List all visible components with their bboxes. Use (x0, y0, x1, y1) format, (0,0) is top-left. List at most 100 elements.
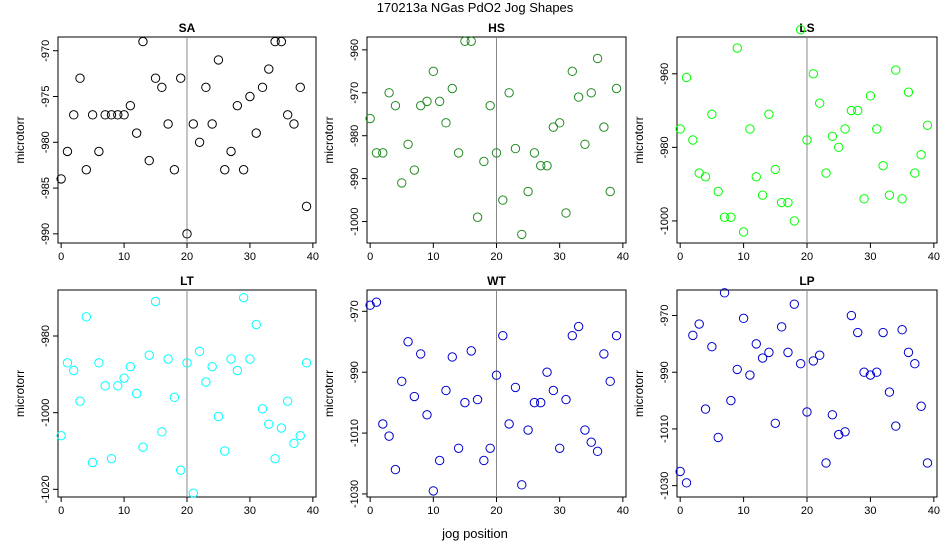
data-point (510, 143, 521, 154)
data-point (498, 330, 508, 341)
data-point (580, 139, 590, 149)
data-point (472, 212, 483, 222)
x-tick-label: 40 (617, 251, 629, 263)
data-point (295, 430, 305, 441)
data-point (504, 88, 514, 98)
data-point (865, 370, 876, 380)
data-point (605, 186, 615, 197)
data-point (245, 354, 255, 364)
data-point (764, 347, 774, 358)
data-point (795, 24, 806, 35)
data-point (201, 82, 211, 93)
data-point (295, 82, 305, 93)
y-tick-label: -970 (659, 305, 671, 327)
data-point (75, 396, 85, 406)
data-point (814, 350, 825, 360)
data-point (510, 382, 521, 393)
data-point (586, 437, 596, 447)
panel-title: HS (488, 21, 505, 35)
data-point (207, 119, 217, 129)
y-tick-label: -960 (659, 63, 671, 85)
data-point (611, 83, 622, 94)
data-point (113, 381, 123, 391)
y-tick-label: -1000 (40, 399, 52, 427)
data-point (232, 100, 243, 111)
data-point (834, 142, 844, 153)
data-point (859, 194, 869, 204)
data-point (878, 327, 888, 338)
data-point (751, 172, 761, 182)
data-point (182, 358, 192, 368)
figure-x-axis-label: jog position (442, 526, 508, 541)
data-point (441, 385, 451, 396)
data-point (289, 438, 299, 449)
data-point (264, 64, 274, 74)
data-point (282, 396, 293, 406)
data-point (897, 194, 907, 204)
x-tick-label: 0 (58, 505, 64, 517)
data-point (897, 324, 907, 335)
data-point (707, 342, 717, 352)
data-point (479, 156, 489, 167)
data-point (409, 165, 420, 175)
data-point (681, 478, 692, 488)
y-tick-label: -1000 (349, 207, 361, 235)
y-axis-label: microtorr (632, 116, 646, 163)
data-point (872, 124, 882, 134)
panel-title: SA (179, 21, 196, 35)
data-point (282, 110, 293, 120)
data-point (859, 367, 869, 377)
x-tick-label: 40 (928, 251, 940, 263)
y-axis-label: microtorr (13, 116, 27, 163)
x-tick-label: 10 (118, 505, 130, 517)
x-tick-label: 10 (737, 251, 749, 263)
data-point (903, 87, 914, 97)
data-point (567, 66, 578, 77)
data-point (573, 321, 584, 332)
data-point (144, 155, 154, 166)
x-tick-label: 30 (864, 505, 876, 517)
data-point (827, 410, 838, 420)
data-point (504, 419, 514, 429)
data-point (795, 359, 806, 369)
data-point (169, 392, 180, 403)
data-point (220, 446, 230, 456)
data-point (764, 109, 774, 119)
data-point (719, 212, 730, 222)
data-point (485, 443, 495, 453)
data-point (567, 330, 578, 341)
data-point (573, 92, 584, 102)
x-tick-label: 40 (307, 505, 319, 517)
data-point (194, 137, 205, 147)
data-point (238, 165, 249, 175)
data-point (144, 350, 154, 360)
data-point (434, 455, 445, 466)
data-point (460, 36, 470, 46)
y-axis-label: microtorr (322, 116, 336, 163)
data-point (498, 195, 508, 205)
y-tick-label: -970 (349, 82, 361, 104)
data-point (485, 100, 495, 111)
data-point (226, 354, 236, 364)
panel-lp: LP 0 10 20 30 40 -1030 -1010 -990 -970 microtorr (632, 274, 940, 517)
y-tick-label: -990 (349, 361, 361, 383)
data-point (517, 229, 527, 240)
data-point (523, 186, 533, 197)
data-point (554, 443, 565, 453)
data-point (453, 148, 464, 158)
data-point (270, 36, 280, 47)
data-point (390, 464, 401, 475)
data-point (176, 465, 186, 475)
panel-title: LS (799, 21, 814, 35)
data-point (827, 131, 838, 142)
data-point (694, 319, 704, 329)
data-point (491, 370, 502, 380)
data-point (738, 313, 749, 324)
data-point (397, 376, 407, 387)
data-point (213, 55, 224, 65)
data-point (81, 312, 92, 322)
y-tick-label: -980 (659, 136, 671, 158)
data-point (56, 174, 66, 184)
